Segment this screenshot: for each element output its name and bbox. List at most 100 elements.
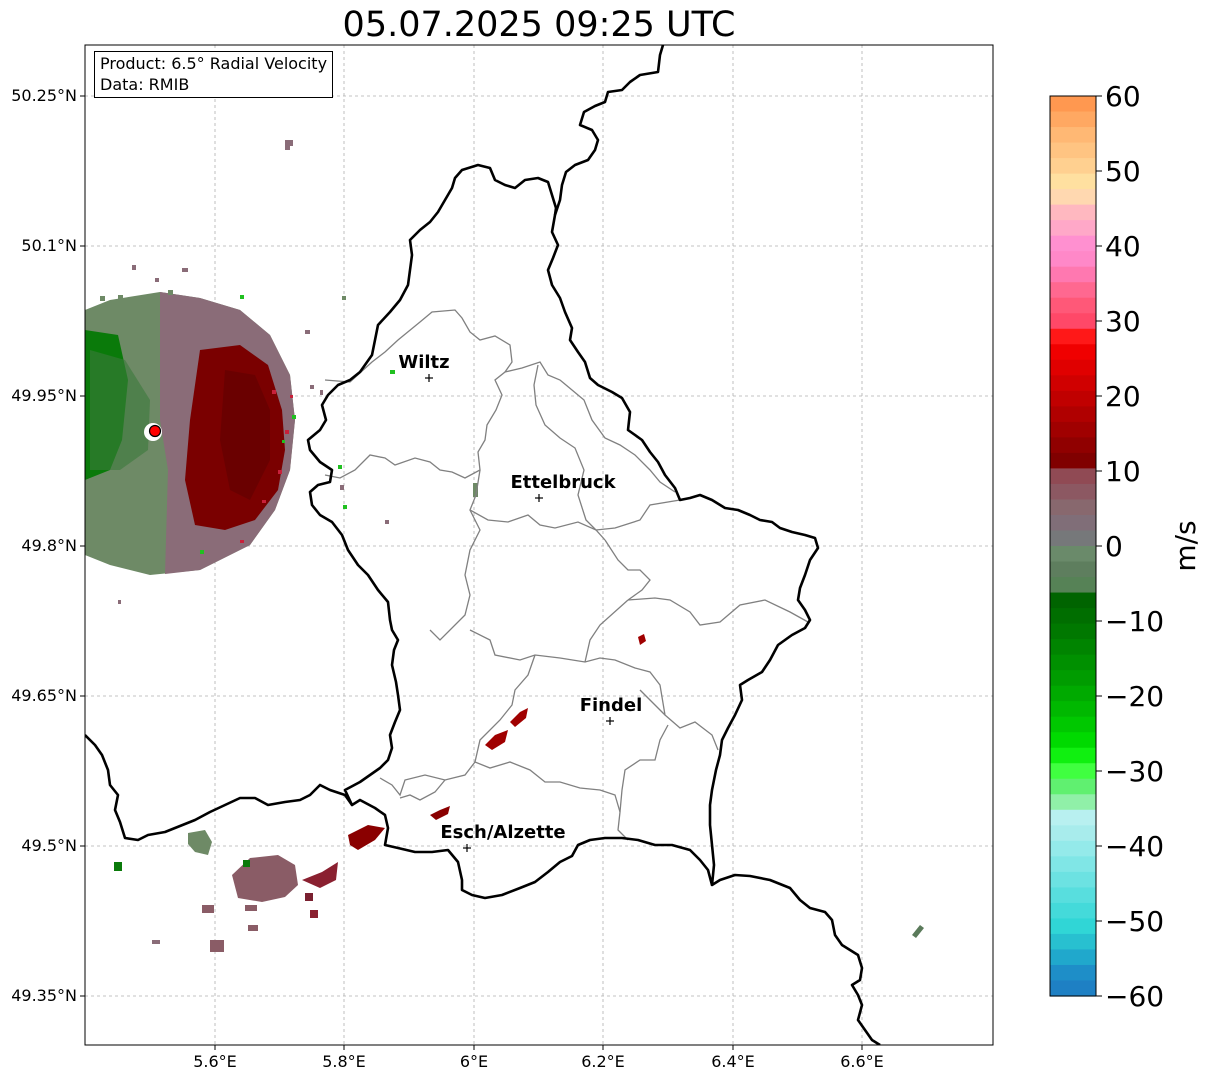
colorbar-step bbox=[1050, 530, 1096, 547]
colorbar-tick-label: 20 bbox=[1105, 380, 1141, 413]
colorbar-step bbox=[1050, 251, 1096, 268]
colorbar-tick-label: −50 bbox=[1105, 905, 1164, 938]
colorbar-step bbox=[1050, 685, 1096, 702]
lat-tick-label: 49.35°N bbox=[11, 986, 77, 1005]
colorbar-tick-label: 60 bbox=[1105, 80, 1141, 113]
lon-tick-label: 5.6°E bbox=[193, 1052, 237, 1071]
colorbar-step bbox=[1050, 840, 1096, 857]
city-label-findel: Findel bbox=[580, 695, 643, 716]
colorbar-step bbox=[1050, 577, 1096, 594]
colorbar-step bbox=[1050, 825, 1096, 842]
colorbar-step bbox=[1050, 468, 1096, 485]
colorbar-step bbox=[1050, 592, 1096, 609]
data-source-label: Data: RMIB bbox=[100, 75, 190, 94]
colorbar-tick-label: 30 bbox=[1105, 305, 1141, 338]
city-marker-findel bbox=[606, 717, 614, 725]
lat-tick-label: 49.65°N bbox=[11, 686, 77, 705]
colorbar-step bbox=[1050, 561, 1096, 578]
city-markers bbox=[425, 374, 614, 852]
colorbar-step bbox=[1050, 794, 1096, 811]
colorbar-step bbox=[1050, 406, 1096, 423]
colorbar-step bbox=[1050, 887, 1096, 904]
lon-tick-label: 5.8°E bbox=[322, 1052, 366, 1071]
colorbar-step bbox=[1050, 313, 1096, 330]
colorbar-step bbox=[1050, 670, 1096, 687]
colorbar-step bbox=[1050, 142, 1096, 159]
city-label-wiltz: Wiltz bbox=[398, 352, 449, 373]
colorbar-tick-label: 0 bbox=[1105, 530, 1123, 563]
colorbar-step bbox=[1050, 158, 1096, 175]
product-info-box: Product: 6.5° Radial Velocity Data: RMIB bbox=[94, 51, 334, 98]
colorbar-step bbox=[1050, 623, 1096, 640]
colorbar-step bbox=[1050, 871, 1096, 888]
colorbar-step bbox=[1050, 235, 1096, 252]
city-marker-ettelbruck bbox=[535, 494, 543, 502]
colorbar-step bbox=[1050, 514, 1096, 532]
colorbar-step bbox=[1050, 639, 1096, 656]
colorbar-step bbox=[1050, 918, 1096, 935]
map-frame bbox=[84, 44, 994, 1046]
product-label: Product: 6.5° Radial Velocity bbox=[100, 54, 328, 73]
colorbar-step bbox=[1050, 452, 1096, 470]
colorbar-step bbox=[1050, 421, 1096, 438]
colorbar-step bbox=[1050, 127, 1096, 144]
lon-tick-label: 6.6°E bbox=[840, 1052, 884, 1071]
colorbar-step bbox=[1050, 856, 1096, 873]
colorbar-step bbox=[1050, 980, 1096, 997]
colorbar-step bbox=[1050, 483, 1096, 501]
colorbar-step bbox=[1050, 964, 1096, 982]
map-title: 05.07.2025 09:25 UTC bbox=[342, 5, 736, 45]
city-label-esch: Esch/Alzette bbox=[440, 822, 565, 843]
colorbar-tick-label: −20 bbox=[1105, 680, 1164, 713]
radar-site-marker bbox=[148, 424, 162, 438]
colorbar-step bbox=[1050, 809, 1096, 826]
colorbar-step bbox=[1050, 499, 1096, 516]
colorbar-step bbox=[1050, 732, 1096, 749]
lat-tick-label: 49.8°N bbox=[21, 536, 77, 555]
lon-tick-label: 6°E bbox=[460, 1052, 488, 1071]
lon-tick-label: 6.2°E bbox=[581, 1052, 625, 1071]
colorbar-step bbox=[1050, 359, 1096, 376]
lat-tick-label: 50.25°N bbox=[11, 86, 77, 105]
colorbar-step bbox=[1050, 111, 1096, 128]
colorbar-step bbox=[1050, 654, 1096, 671]
colorbar-step bbox=[1050, 902, 1096, 920]
colorbar-step bbox=[1050, 220, 1096, 237]
colorbar-step bbox=[1050, 608, 1096, 625]
colorbar-step bbox=[1050, 933, 1096, 951]
colorbar-step bbox=[1050, 437, 1096, 454]
lon-tick-label: 6.4°E bbox=[711, 1052, 755, 1071]
colorbar-step bbox=[1050, 173, 1096, 190]
colorbar-step bbox=[1050, 716, 1096, 733]
colorbar-step bbox=[1050, 266, 1096, 283]
colorbar-step bbox=[1050, 747, 1096, 764]
city-marker-esch bbox=[463, 844, 471, 852]
colorbar-step bbox=[1050, 297, 1096, 314]
colorbar-step bbox=[1050, 701, 1096, 718]
colorbar-step bbox=[1050, 763, 1096, 780]
colorbar-step bbox=[1050, 344, 1096, 361]
lat-tick-label: 49.5°N bbox=[21, 836, 77, 855]
colorbar-tick-label: −40 bbox=[1105, 830, 1164, 863]
colorbar-step bbox=[1050, 282, 1096, 299]
colorbar-step bbox=[1050, 546, 1096, 563]
colorbar-tick-label: −30 bbox=[1105, 755, 1164, 788]
colorbar-step bbox=[1050, 328, 1096, 345]
city-marker-wiltz bbox=[425, 374, 433, 382]
colorbar-step bbox=[1050, 96, 1096, 113]
national-borders bbox=[85, 45, 881, 1045]
lat-tick-label: 50.1°N bbox=[21, 236, 77, 255]
colorbar-tick-label: −10 bbox=[1105, 605, 1164, 638]
colorbar-step bbox=[1050, 390, 1096, 407]
colorbar-step bbox=[1050, 949, 1096, 966]
colorbar-tick-label: 50 bbox=[1105, 155, 1141, 188]
colorbar-step bbox=[1050, 204, 1096, 221]
canton-boundaries bbox=[324, 309, 809, 841]
colorbar-tick-label: 40 bbox=[1105, 230, 1141, 263]
city-label-ettelbruck: Ettelbruck bbox=[510, 472, 616, 493]
colorbar-step bbox=[1050, 375, 1096, 392]
colorbar-step bbox=[1050, 778, 1096, 795]
colorbar-step bbox=[1050, 189, 1096, 206]
radar-echoes bbox=[85, 140, 924, 952]
